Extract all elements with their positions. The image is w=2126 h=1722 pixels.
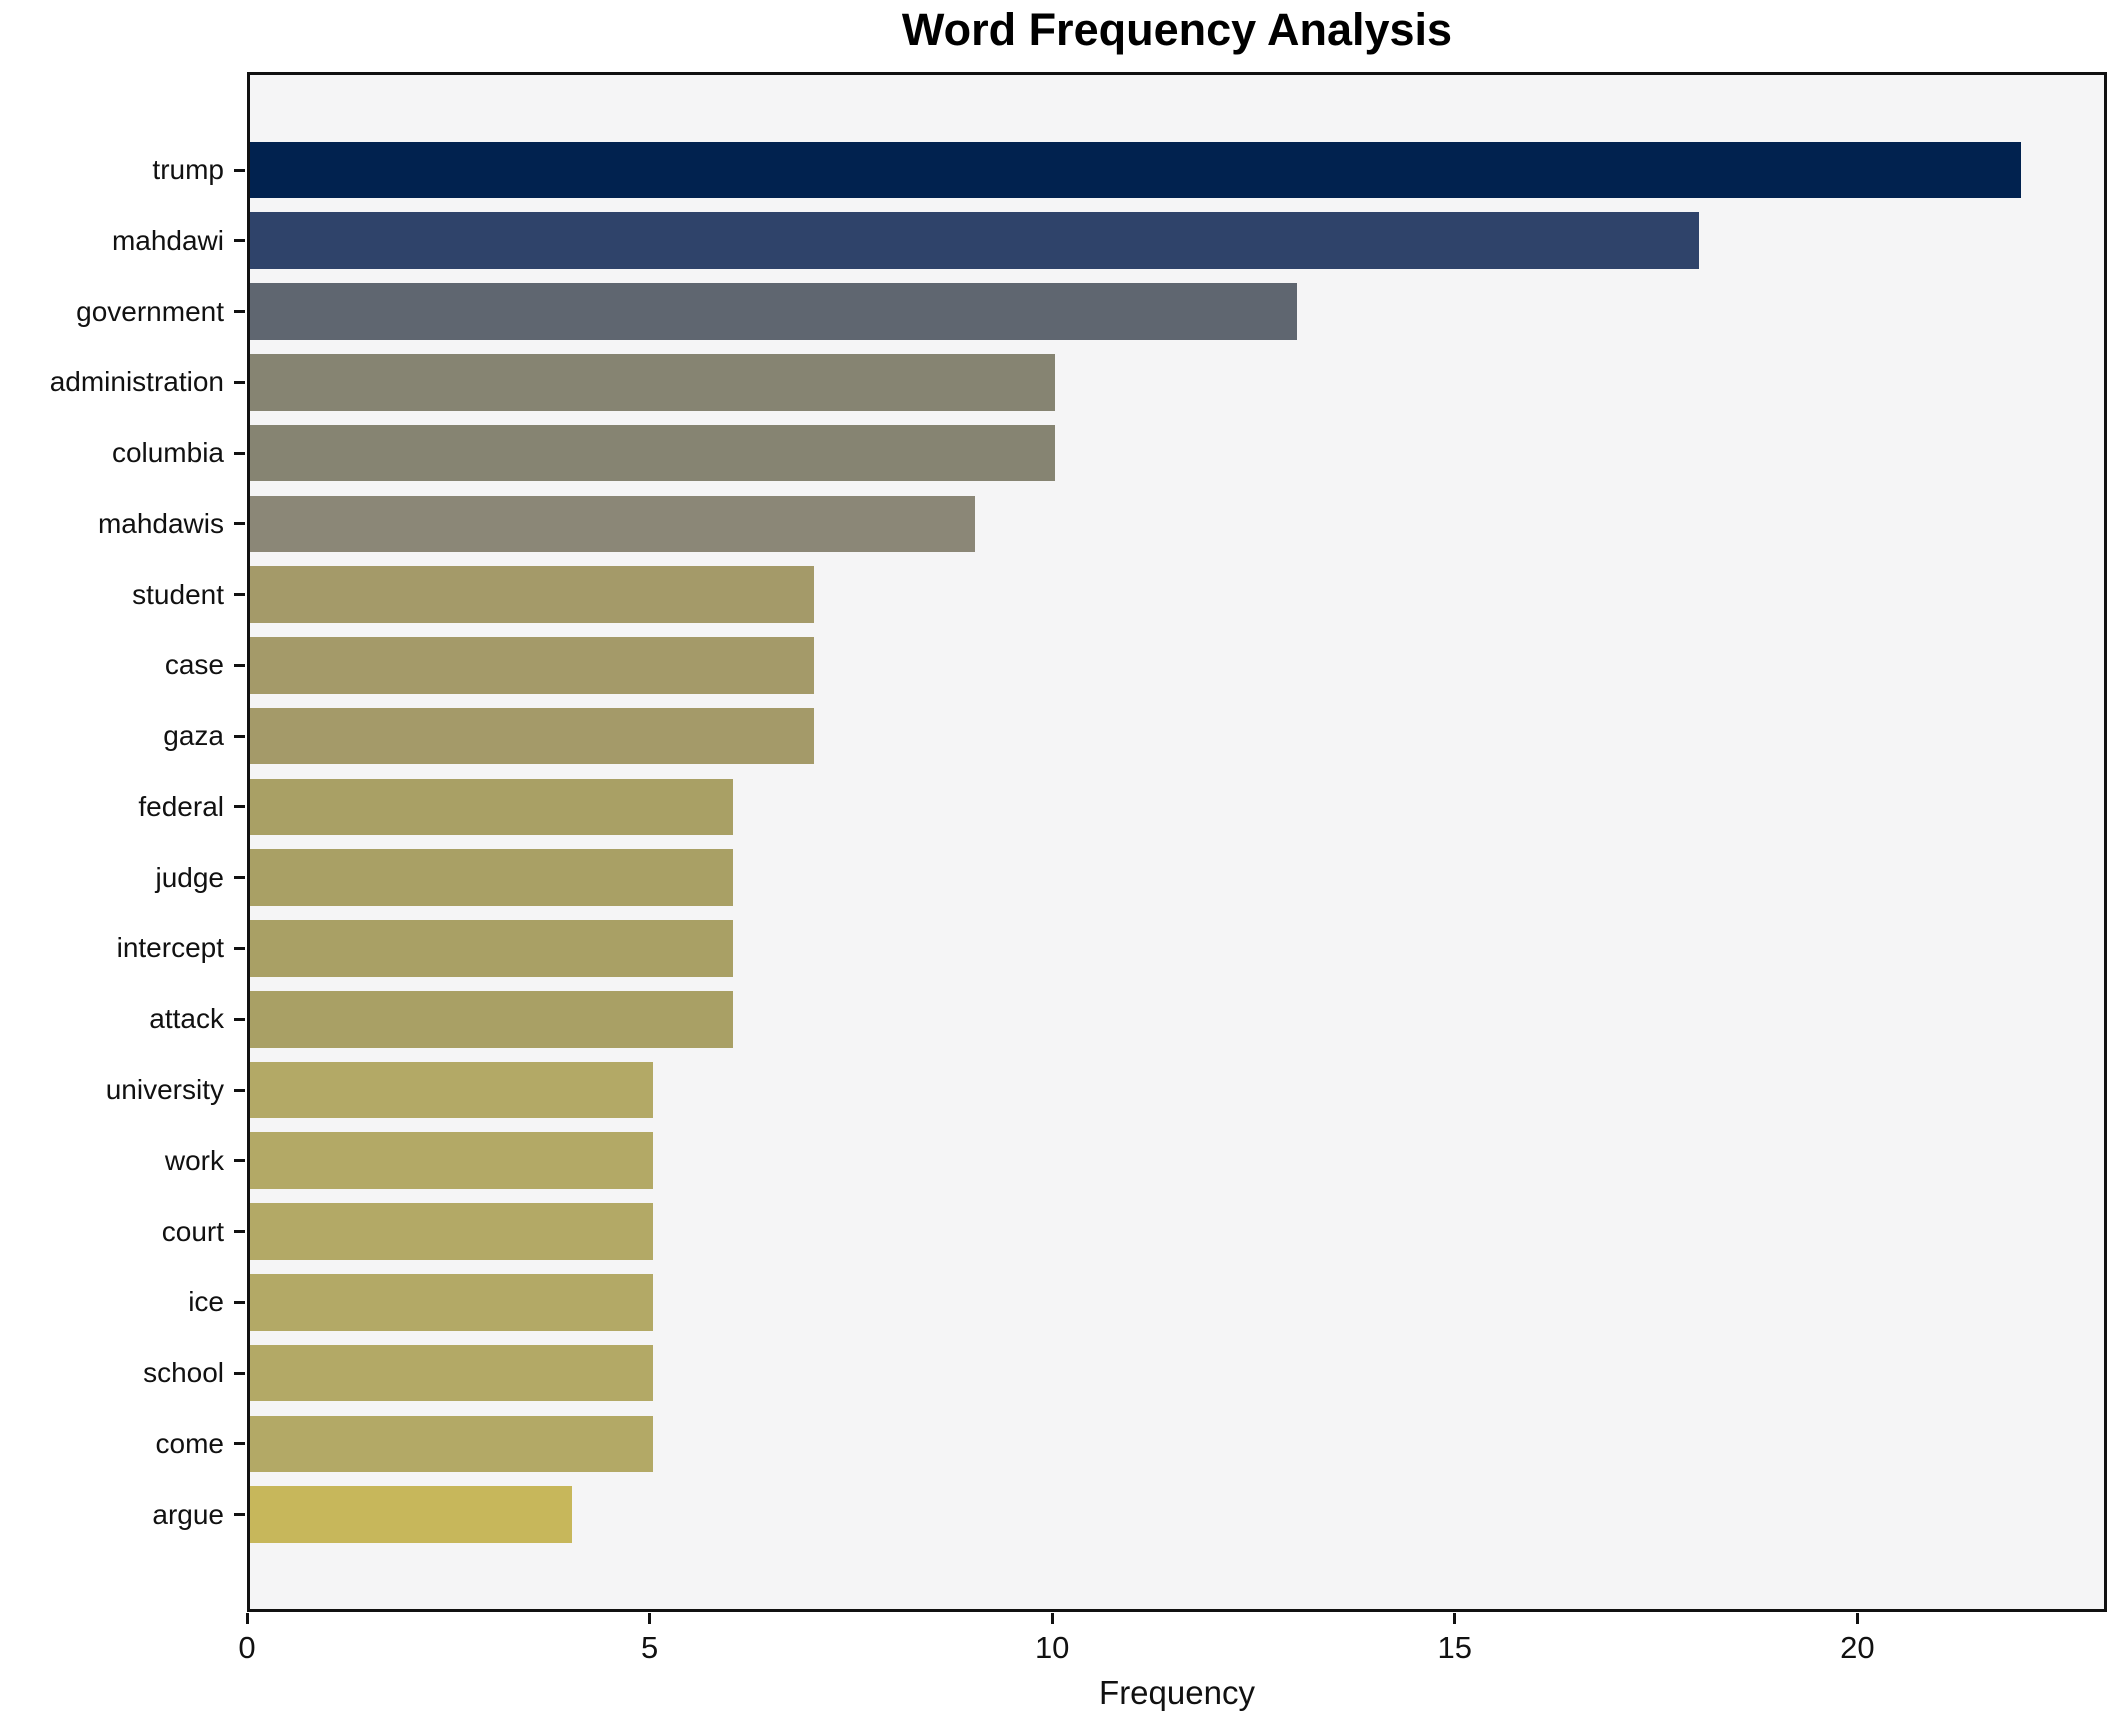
- x-tick-label-5: 5: [640, 1630, 659, 1665]
- bar-mahdawis: [250, 495, 975, 553]
- x-tick-mark: [1855, 1613, 1859, 1624]
- bar-government: [250, 283, 1297, 340]
- bar-mahdawi: [250, 212, 1700, 270]
- y-tick-mark: [234, 1017, 245, 1021]
- y-tick-label-federal: federal: [138, 790, 224, 822]
- plot-area: [247, 72, 2107, 1612]
- y-tick-label-university: university: [105, 1074, 224, 1105]
- y-tick-mark: [234, 522, 245, 526]
- y-tick-label-work: work: [164, 1144, 224, 1176]
- y-tick-mark: [234, 946, 245, 950]
- bar-trump: [250, 141, 2022, 199]
- bar-school: [250, 1344, 653, 1402]
- y-tick-label-court: court: [161, 1215, 224, 1247]
- y-tick-mark: [234, 663, 245, 667]
- y-tick-mark: [234, 734, 245, 738]
- y-tick-mark: [234, 805, 245, 809]
- y-tick-mark: [234, 451, 245, 455]
- bar-come: [250, 1415, 653, 1473]
- x-tick-label-10: 10: [1034, 1630, 1070, 1665]
- y-tick-mark: [234, 1371, 245, 1375]
- y-tick-mark: [234, 239, 245, 243]
- bar-federal: [250, 778, 734, 836]
- bar-court: [250, 1203, 653, 1260]
- y-tick-label-trump: trump: [152, 154, 224, 185]
- bar-student: [250, 566, 814, 623]
- x-tick-label-20: 20: [1840, 1630, 1875, 1665]
- y-tick-label-judge: judge: [155, 861, 224, 893]
- x-tick-label-0: 0: [238, 1630, 256, 1665]
- x-tick-label-15: 15: [1437, 1630, 1473, 1665]
- y-tick-mark: [234, 1442, 245, 1446]
- y-tick-label-mahdawis: mahdawis: [97, 507, 224, 539]
- y-tick-label-intercept: intercept: [116, 932, 224, 964]
- bar-gaza: [250, 707, 814, 765]
- bar-attack: [250, 990, 734, 1048]
- y-tick-label-administration: administration: [49, 366, 224, 398]
- y-tick-label-attack: attack: [149, 1003, 224, 1035]
- x-tick-mark: [648, 1613, 652, 1624]
- bar-ice: [250, 1274, 653, 1331]
- y-tick-label-student: student: [132, 578, 224, 610]
- bar-case: [250, 637, 814, 694]
- x-tick-mark: [245, 1613, 249, 1624]
- bar-judge: [250, 849, 734, 906]
- bar-intercept: [250, 920, 734, 977]
- y-tick-mark: [234, 1159, 245, 1163]
- x-axis-label: Frequency: [1099, 1674, 1255, 1711]
- y-tick-label-mahdawi: mahdawi: [111, 224, 224, 256]
- bar-administration: [250, 354, 1056, 411]
- y-tick-label-argue: argue: [152, 1498, 224, 1530]
- y-tick-label-government: government: [76, 295, 224, 327]
- y-tick-label-case: case: [164, 649, 224, 681]
- bar-columbia: [250, 424, 1056, 482]
- y-tick-label-school: school: [143, 1357, 224, 1389]
- y-tick-label-come: come: [155, 1427, 224, 1459]
- y-tick-mark: [234, 1088, 245, 1092]
- bar-argue: [250, 1486, 573, 1543]
- y-tick-mark: [234, 310, 245, 314]
- y-tick-label-columbia: columbia: [111, 437, 224, 469]
- x-tick-mark: [1453, 1613, 1457, 1624]
- y-tick-mark: [234, 876, 245, 880]
- y-tick-mark: [234, 1230, 245, 1234]
- y-tick-mark: [234, 593, 245, 597]
- bar-university: [250, 1061, 653, 1119]
- chart-title: Word Frequency Analysis: [901, 4, 1453, 55]
- bar-work: [250, 1132, 653, 1190]
- y-tick-label-ice: ice: [188, 1286, 224, 1318]
- y-tick-mark: [234, 380, 245, 384]
- x-tick-mark: [1050, 1613, 1054, 1624]
- y-tick-label-gaza: gaza: [163, 720, 224, 752]
- y-tick-mark: [234, 1300, 245, 1304]
- y-tick-mark: [234, 168, 245, 172]
- y-tick-mark: [234, 1513, 245, 1517]
